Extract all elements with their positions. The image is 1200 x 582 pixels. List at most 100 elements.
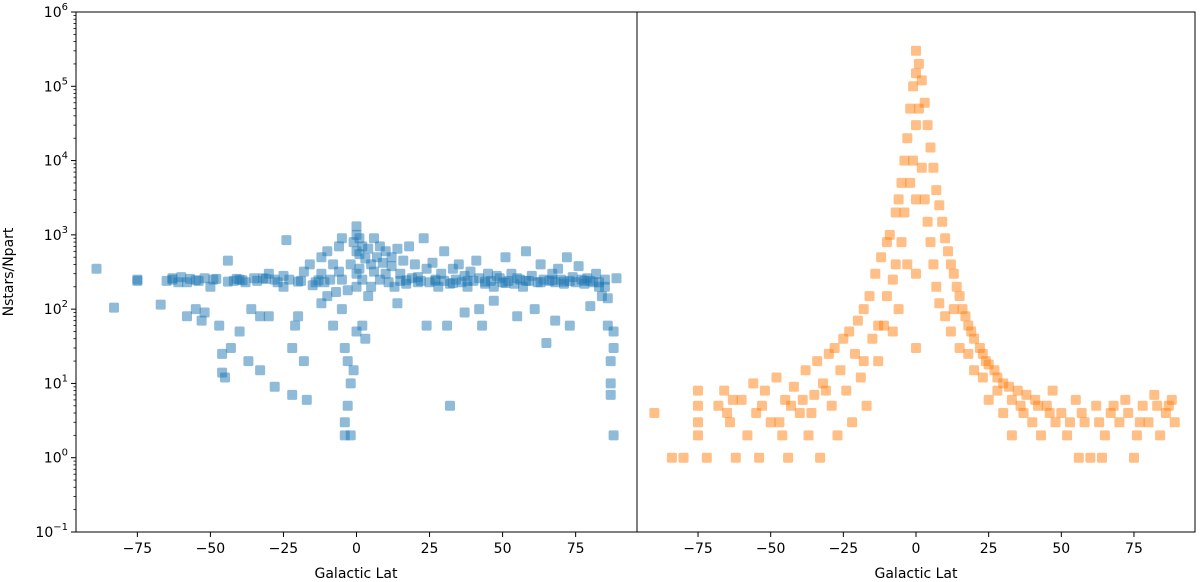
data-point xyxy=(693,417,703,428)
x-tick-label: 25 xyxy=(980,541,998,557)
data-point xyxy=(354,263,365,274)
data-point xyxy=(573,261,584,272)
data-point xyxy=(1047,385,1058,396)
data-point xyxy=(911,45,921,56)
data-point xyxy=(748,378,759,389)
data-point xyxy=(363,291,374,302)
data-point xyxy=(940,233,951,244)
x-tick-label: −75 xyxy=(123,541,153,557)
data-point xyxy=(339,417,350,428)
data-point xyxy=(342,400,353,411)
data-point xyxy=(342,285,353,296)
data-point xyxy=(922,120,933,131)
data-point xyxy=(608,326,619,337)
data-point xyxy=(896,237,907,248)
data-point xyxy=(599,274,610,285)
data-point xyxy=(535,259,546,270)
data-point xyxy=(225,343,236,353)
data-point xyxy=(1033,400,1044,411)
data-point xyxy=(301,394,312,405)
data-point xyxy=(850,348,860,359)
data-point xyxy=(369,266,379,277)
data-point xyxy=(354,233,365,244)
data-point xyxy=(806,408,817,418)
data-point xyxy=(905,103,916,114)
data-point xyxy=(666,452,677,463)
data-point xyxy=(488,281,499,292)
data-point xyxy=(908,81,919,92)
data-point xyxy=(287,389,298,400)
left-series-points xyxy=(91,221,622,441)
data-point xyxy=(934,200,945,211)
right-panel: −75 −50 −25 0 25 50 75 Galactic Lat xyxy=(636,11,1196,582)
data-point xyxy=(591,268,602,279)
data-point xyxy=(1114,417,1125,428)
data-point xyxy=(861,400,872,411)
data-point xyxy=(246,304,257,315)
data-point xyxy=(427,257,438,268)
data-point xyxy=(348,365,359,376)
data-point xyxy=(858,356,869,367)
data-point xyxy=(345,430,356,441)
data-point xyxy=(951,281,962,292)
data-point xyxy=(829,343,840,353)
x-tick-label: −75 xyxy=(683,541,713,557)
data-point xyxy=(550,315,561,326)
y-tick-label: 100 xyxy=(44,448,68,467)
data-point xyxy=(1099,430,1110,441)
data-point xyxy=(1108,400,1119,411)
data-point xyxy=(913,58,924,69)
left-x-axis-label: Galactic Lat xyxy=(315,566,398,582)
data-point xyxy=(847,417,858,428)
data-point xyxy=(243,356,254,367)
data-point xyxy=(969,333,980,344)
data-point xyxy=(222,276,233,287)
data-point xyxy=(237,275,248,286)
data-point xyxy=(725,417,735,428)
data-point xyxy=(884,229,895,240)
data-point xyxy=(1131,430,1142,441)
data-point xyxy=(754,452,765,463)
data-point xyxy=(908,155,919,166)
data-point xyxy=(925,237,936,248)
data-point xyxy=(345,259,356,270)
data-point xyxy=(852,315,863,326)
data-point xyxy=(820,385,831,396)
right-x-ticks: −75 −50 −25 0 25 50 75 xyxy=(683,532,1143,557)
data-point xyxy=(336,274,347,285)
data-point xyxy=(919,194,930,205)
data-point xyxy=(386,252,397,263)
data-point xyxy=(841,385,852,396)
data-point xyxy=(774,417,785,428)
data-point xyxy=(945,259,956,270)
data-point xyxy=(401,275,412,286)
data-point xyxy=(155,299,166,310)
data-point xyxy=(757,400,767,411)
data-point xyxy=(693,430,703,441)
data-point xyxy=(905,177,916,188)
data-point xyxy=(351,221,362,232)
data-point xyxy=(559,276,569,287)
data-point xyxy=(418,233,429,244)
data-point xyxy=(783,452,794,463)
data-point xyxy=(928,162,939,173)
data-point xyxy=(1018,408,1029,418)
data-point xyxy=(1076,408,1087,418)
data-point xyxy=(398,255,409,266)
data-point xyxy=(940,311,951,322)
x-tick-label: 25 xyxy=(421,541,439,557)
data-point xyxy=(1036,430,1046,441)
data-point xyxy=(339,343,350,353)
data-point xyxy=(222,255,233,266)
data-point xyxy=(954,343,965,353)
data-point xyxy=(1012,385,1023,396)
data-point xyxy=(887,274,898,285)
data-point xyxy=(605,378,616,389)
right-x-axis-label: Galactic Lat xyxy=(875,566,958,582)
data-point xyxy=(421,320,432,331)
data-point xyxy=(579,275,590,286)
data-point xyxy=(445,400,455,411)
data-point xyxy=(800,365,811,376)
data-point xyxy=(855,372,866,383)
data-point xyxy=(649,408,660,418)
